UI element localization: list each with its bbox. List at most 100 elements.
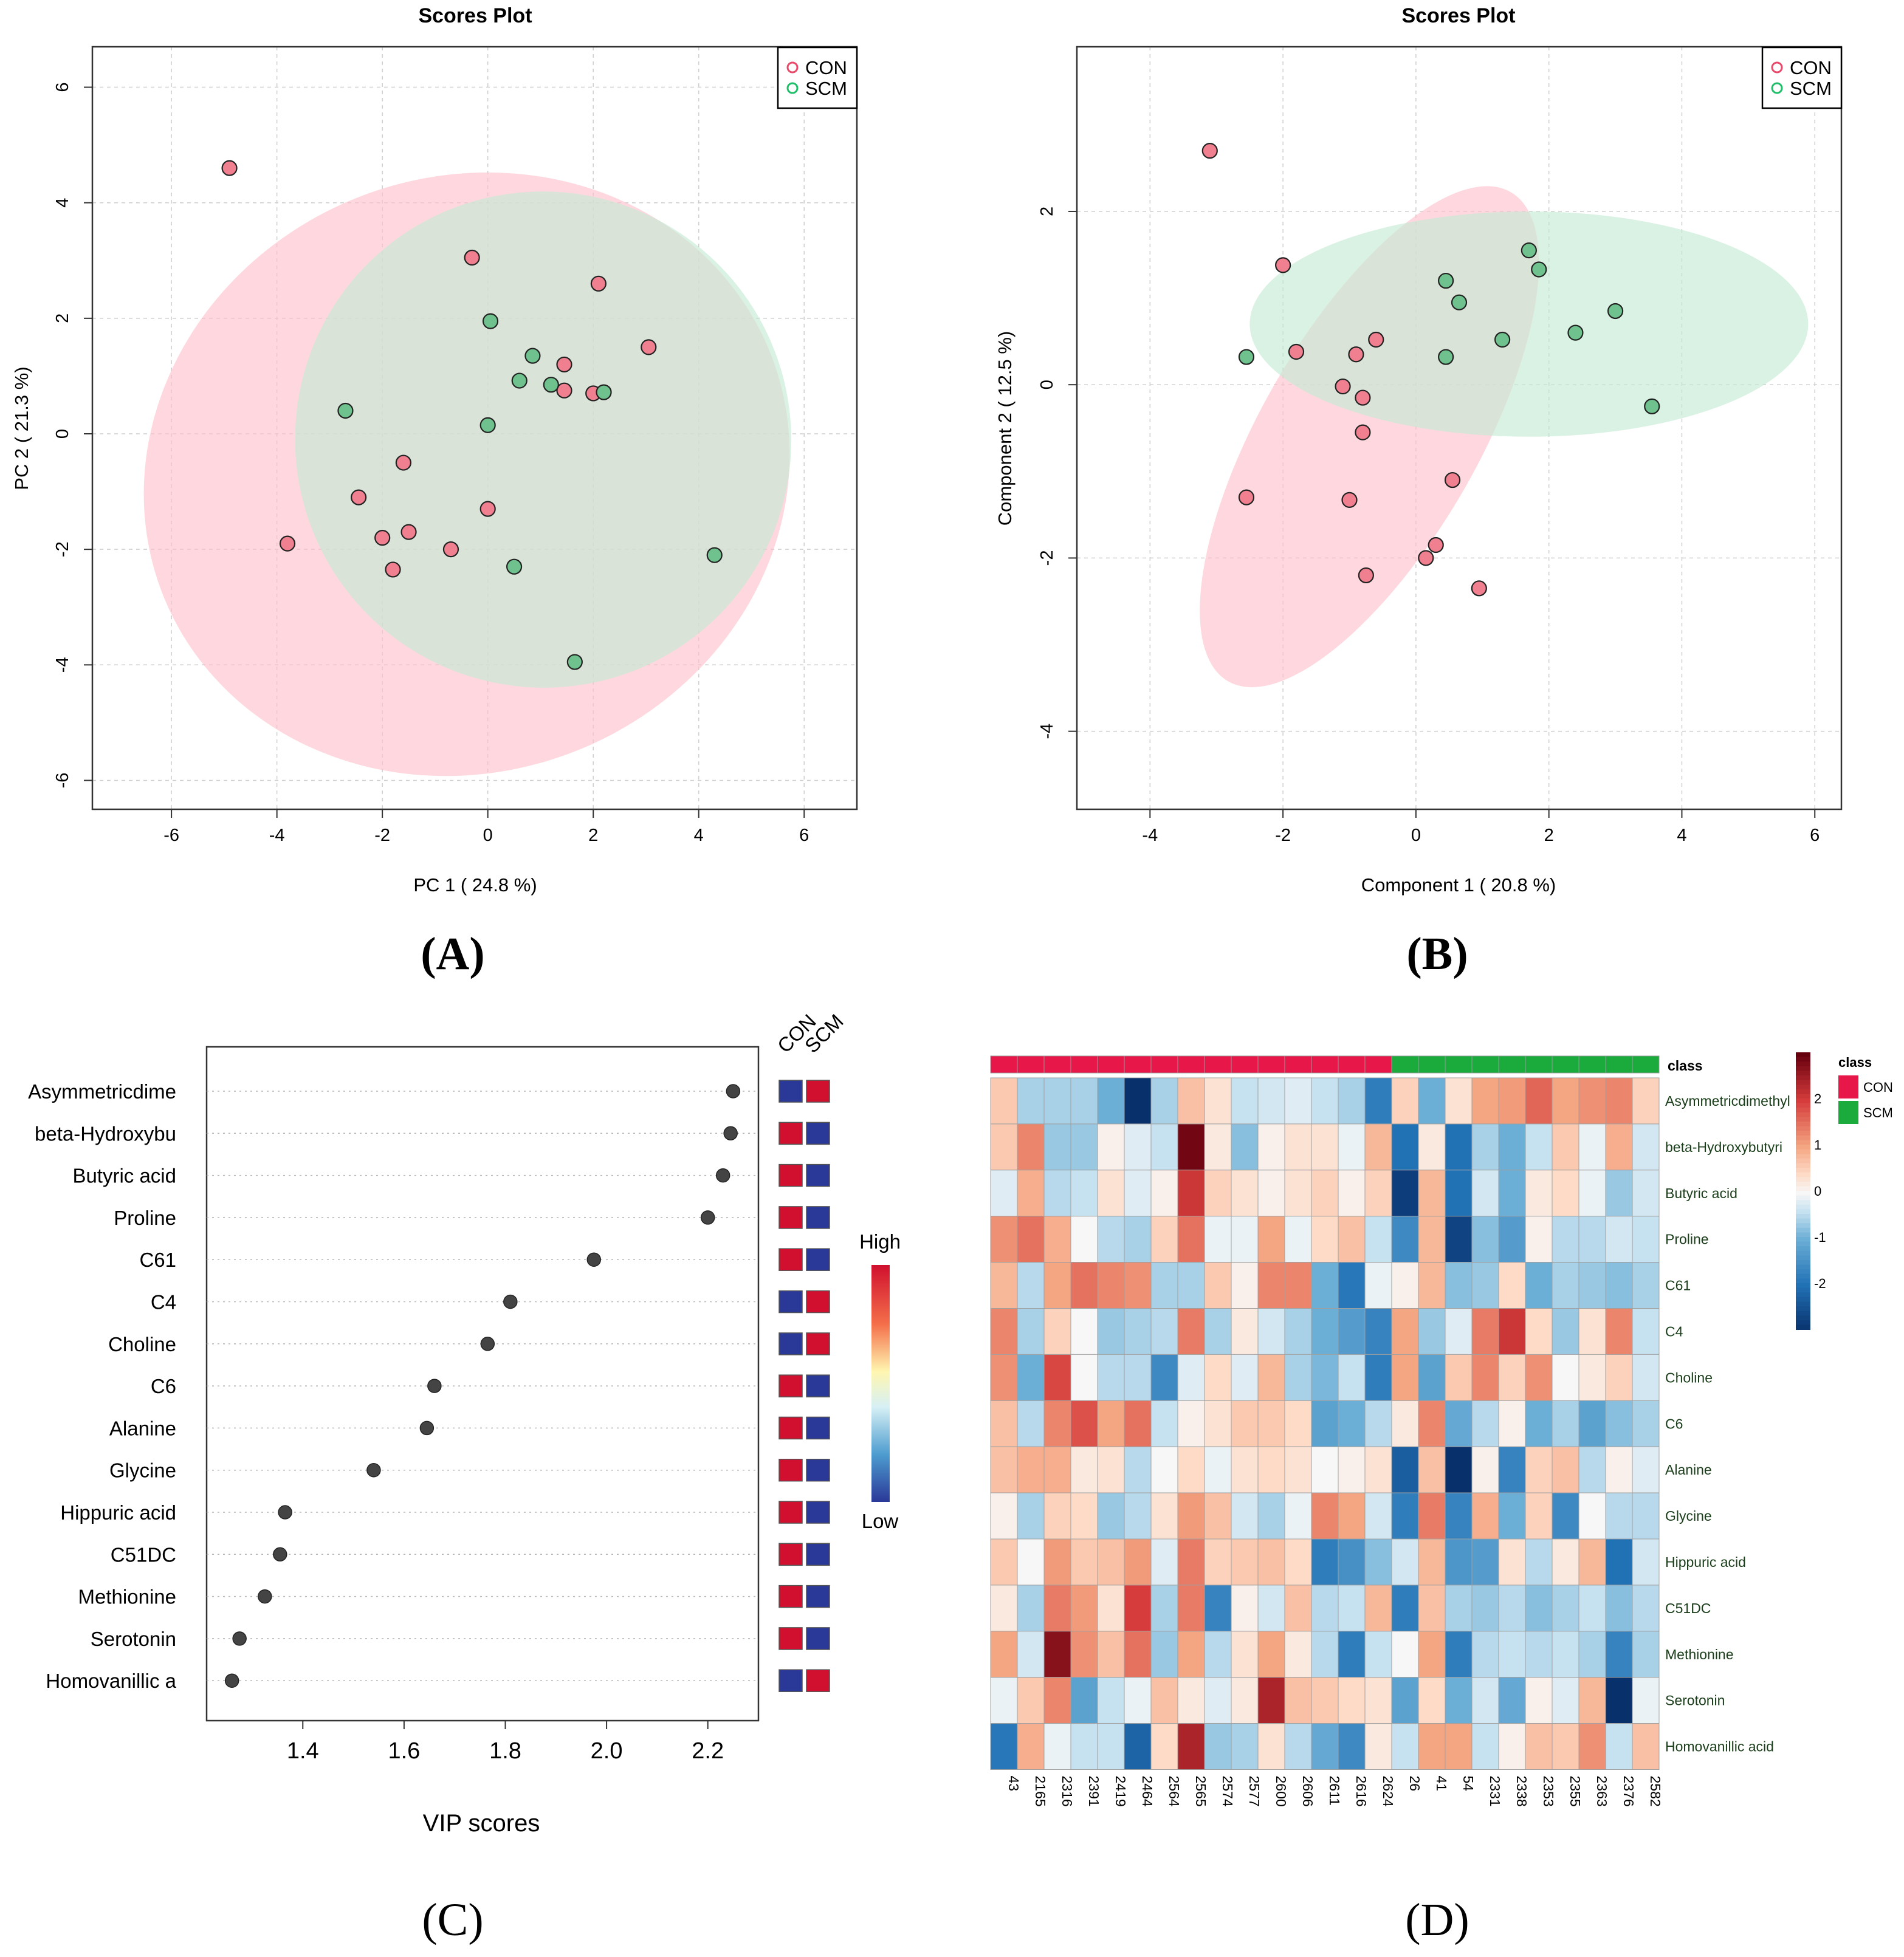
panel-d-cell (1471, 1585, 1499, 1632)
panel-d-cell (1257, 1631, 1285, 1678)
panel-d-cell (1632, 1446, 1660, 1493)
panel-d-cell (1338, 1446, 1366, 1493)
panel-d-cell (1578, 1216, 1606, 1263)
panel-d-cell (1150, 1446, 1178, 1493)
panel-d-cell (1124, 1308, 1152, 1355)
panel-d-cell (990, 1492, 1018, 1540)
panel-d-cell (1177, 1308, 1205, 1355)
panel-a-point-scm (506, 558, 523, 575)
panel-d-cell (1017, 1492, 1045, 1540)
panel-d-scale-segment (1796, 1297, 1810, 1303)
panel-c-metabolite-label: Butyric acid (72, 1165, 176, 1187)
panel-d-cell (1257, 1585, 1285, 1632)
panel-d-cell (1364, 1446, 1392, 1493)
panel-d-cell (1257, 1723, 1285, 1770)
panel-d-column-label: 2606 (1300, 1776, 1316, 1807)
panel-d-cell (1445, 1677, 1473, 1724)
panel-d-scale-segment (1796, 1112, 1810, 1118)
panel-d-cell (1418, 1631, 1446, 1678)
panel-c-vip-point (258, 1589, 272, 1604)
panel-d-column-label: 2355 (1567, 1776, 1583, 1807)
panel-a-point-con (556, 356, 572, 373)
panel-d-cell (1605, 1723, 1633, 1770)
panel-a-point-scm (566, 654, 583, 670)
panel-c-colorbar: High Low (859, 1230, 901, 1532)
panel-d-cell (1605, 1077, 1633, 1125)
panel-d-cell (1311, 1446, 1339, 1493)
panel-d-column-label: 41 (1434, 1776, 1449, 1792)
panel-d-cell (1070, 1585, 1098, 1632)
panel-d-cell (1525, 1446, 1553, 1493)
panel-d-cell (1498, 1446, 1526, 1493)
panel-d-cell (1338, 1585, 1366, 1632)
panel-c-xtick-label: 2.2 (692, 1738, 724, 1764)
panel-d-column-label: 2353 (1541, 1776, 1556, 1807)
panel-d-cell (1338, 1723, 1366, 1770)
panel-d-cell (1525, 1262, 1553, 1309)
panel-d-cell (1017, 1216, 1045, 1263)
panel-a-legend-con: CON (805, 57, 847, 78)
panel-d-cell (1391, 1446, 1419, 1493)
panel-d-cell (1150, 1585, 1178, 1632)
panel-d-cell (1231, 1723, 1259, 1770)
panel-d-cell (1498, 1723, 1526, 1770)
panel-d-cell (1578, 1308, 1606, 1355)
panel-d-cell (990, 1585, 1018, 1632)
panel-c-metabolite-label: beta-Hydroxybu (35, 1122, 176, 1145)
panel-c-con-cell (778, 1206, 803, 1229)
panel-d-cell (1070, 1216, 1098, 1263)
panel-b-point-con (1201, 143, 1218, 159)
panel-d-scale-segment (1796, 1098, 1810, 1104)
panel-d-row-label: Asymmetricdimethyl (1665, 1093, 1790, 1109)
panel-d-cell (1364, 1262, 1392, 1309)
panel-d-class-cell (1338, 1055, 1366, 1074)
panel-d-cell (1231, 1262, 1259, 1309)
panel-d-cell (1338, 1308, 1366, 1355)
panel-b-xtick-label: -2 (1275, 826, 1291, 845)
panel-d-cell (1338, 1077, 1366, 1125)
panel-d-cell (1311, 1400, 1339, 1447)
panel-d-row-label: Homovanillic acid (1665, 1739, 1774, 1755)
panel-a-legend: CON SCM (777, 46, 858, 109)
panel-d-cell (1070, 1631, 1098, 1678)
panel-b-point-scm (1451, 294, 1468, 310)
panel-d-cell (1578, 1077, 1606, 1125)
panel-d-class-cell (1391, 1055, 1419, 1074)
panel-d-cell (1578, 1446, 1606, 1493)
panel-d-scale-segment (1796, 1241, 1810, 1247)
panel-d-cell (1605, 1677, 1633, 1724)
panel-c-con-cell (778, 1669, 803, 1692)
panel-d-cell (1552, 1585, 1579, 1632)
panel-a-title: Scores Plot (418, 4, 532, 27)
panel-d-class-cell (1471, 1055, 1499, 1074)
panel-d-cell (1150, 1123, 1178, 1171)
panel-d-cell (1097, 1262, 1125, 1309)
panel-d-cell (1471, 1723, 1499, 1770)
panel-d-cell (1150, 1170, 1178, 1217)
panel-d-cell (1043, 1170, 1071, 1217)
panel-d-cell (1097, 1585, 1125, 1632)
panel-d-cell (1097, 1446, 1125, 1493)
panel-d-cell (1578, 1677, 1606, 1724)
panel-d-cell (1632, 1216, 1660, 1263)
panel-d-class-cell (1177, 1055, 1205, 1074)
panel-d-column-label: 2376 (1621, 1776, 1637, 1807)
panel-d-scale-segment (1796, 1255, 1810, 1261)
panel-d-column-label: 2165 (1033, 1776, 1048, 1807)
panel-d-cell (1391, 1585, 1419, 1632)
panel-d-cell (1471, 1677, 1499, 1724)
panel-d-cell (1097, 1492, 1125, 1540)
panel-c-scm-cell (806, 1627, 830, 1650)
panel-d-cell (1150, 1400, 1178, 1447)
panel-d-cell (1391, 1677, 1419, 1724)
panel-d-cell (1124, 1631, 1152, 1678)
panel-d-scale-segment (1796, 1250, 1810, 1256)
panel-d-cell (1204, 1077, 1232, 1125)
panel-d-cell (990, 1400, 1018, 1447)
panel-d-cell (1605, 1538, 1633, 1586)
panel-d-cell (1364, 1170, 1392, 1217)
panel-d-cell (1311, 1585, 1339, 1632)
panel-d-column-label: 2564 (1166, 1776, 1182, 1807)
panel-d-cell (1632, 1308, 1660, 1355)
panel-d-scale-segment (1796, 1273, 1810, 1280)
